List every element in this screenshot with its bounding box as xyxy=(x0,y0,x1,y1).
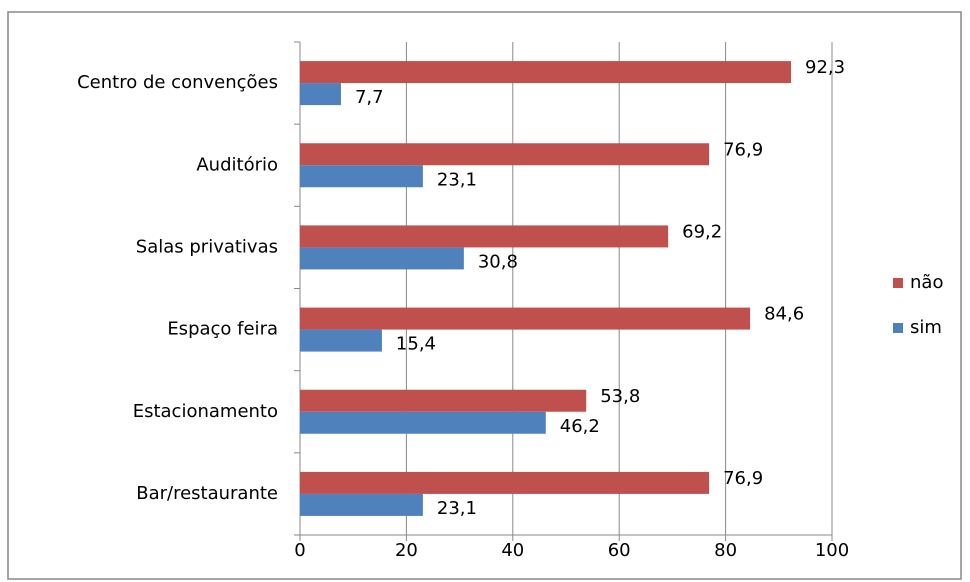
x-tick-label: 80 xyxy=(714,540,737,561)
legend-label: não xyxy=(910,272,943,293)
bar xyxy=(300,411,546,434)
y-tick-label: Estacionamento xyxy=(133,401,278,422)
bar xyxy=(300,307,751,330)
value-label: 23,1 xyxy=(437,498,477,519)
bar xyxy=(300,247,464,270)
value-label: 30,8 xyxy=(478,251,518,272)
value-label: 23,1 xyxy=(437,169,477,190)
value-label: 76,9 xyxy=(723,139,763,160)
value-label: 69,2 xyxy=(682,221,722,242)
bar xyxy=(300,143,710,166)
value-label: 7,7 xyxy=(355,87,384,108)
bar xyxy=(300,329,382,352)
y-tick-label: Espaço feira xyxy=(167,319,278,340)
y-tick-label: Auditório xyxy=(196,154,278,175)
x-tick-label: 100 xyxy=(815,540,849,561)
value-label: 46,2 xyxy=(560,416,600,437)
bar xyxy=(300,61,792,84)
bar xyxy=(300,493,423,516)
x-tick-label: 0 xyxy=(294,540,305,561)
x-tick-label: 20 xyxy=(395,540,418,561)
bar xyxy=(300,165,423,188)
value-label: 84,6 xyxy=(764,304,804,325)
x-tick-label: 60 xyxy=(608,540,631,561)
x-tick-label: 40 xyxy=(501,540,524,561)
value-label: 53,8 xyxy=(600,386,640,407)
bar xyxy=(300,389,587,412)
y-tick-label: Salas privativas xyxy=(136,236,278,257)
bar xyxy=(300,225,669,248)
bar xyxy=(300,83,341,106)
legend-swatch xyxy=(893,278,903,288)
value-label: 15,4 xyxy=(396,334,436,355)
legend-swatch xyxy=(893,323,903,333)
bar xyxy=(300,471,710,494)
legend-label: sim xyxy=(910,317,942,338)
value-label: 92,3 xyxy=(805,57,845,78)
y-tick-label: Centro de convenções xyxy=(77,72,278,93)
value-label: 76,9 xyxy=(723,468,763,489)
y-tick-label: Bar/restaurante xyxy=(136,483,278,504)
